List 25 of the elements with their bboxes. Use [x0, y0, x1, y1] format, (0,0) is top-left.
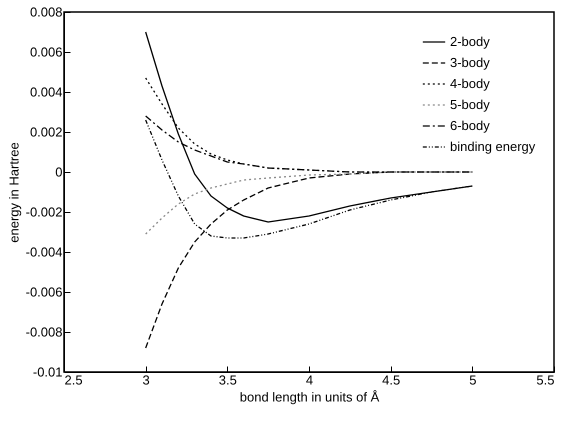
y-tick-label: -0.002 — [26, 204, 62, 220]
x-tick-label: 5 — [469, 372, 476, 388]
y-tick-label: 0 — [55, 164, 62, 180]
y-tick-label: -0.008 — [26, 324, 62, 340]
y-tick-label: 0.002 — [30, 124, 62, 140]
x-tick-label: 5.5 — [536, 372, 554, 388]
legend-label: 6-body — [450, 118, 490, 133]
y-tick-label: 0.006 — [30, 44, 62, 60]
x-tick-label: 4 — [306, 372, 314, 388]
legend-label: binding energy — [450, 139, 536, 154]
legend-label: 4-body — [450, 76, 490, 91]
y-tick-label: -0.004 — [26, 244, 62, 260]
x-axis-title: bond length in units of Å — [240, 390, 380, 404]
y-tick-label: 0.004 — [30, 84, 62, 100]
legend-label: 3-body — [450, 55, 490, 70]
x-tick-label: 3 — [142, 372, 150, 388]
x-tick-label: 2.5 — [64, 372, 83, 388]
y-tick-label: -0.01 — [32, 364, 62, 380]
y-tick-label: 0.008 — [30, 4, 62, 20]
y-axis-title: energy in Hartree — [6, 142, 22, 243]
legend-label: 2-body — [450, 34, 490, 49]
y-tick-label: -0.006 — [26, 284, 62, 300]
legend-label: 5-body — [450, 97, 490, 112]
x-tick-label: 3.5 — [218, 372, 237, 388]
x-tick-label: 4.5 — [382, 372, 400, 388]
